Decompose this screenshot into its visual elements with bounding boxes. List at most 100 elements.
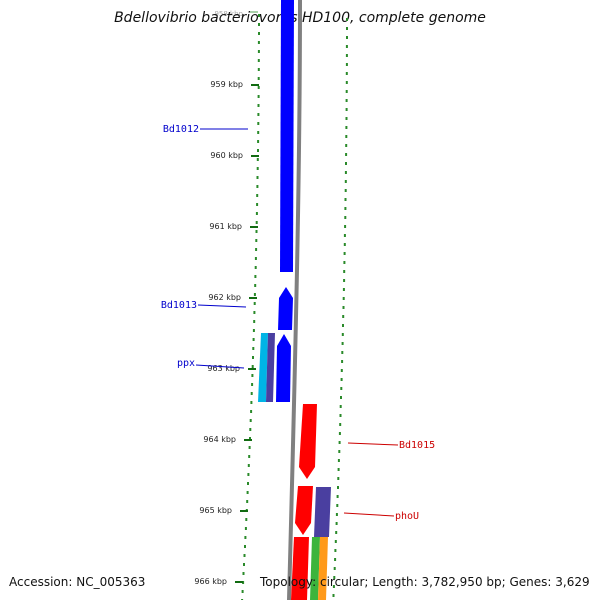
gc-content-dot <box>257 131 260 134</box>
gc-content-dot <box>249 419 252 422</box>
gc-content-dot <box>255 230 258 233</box>
gc-content-dot <box>251 374 254 377</box>
gc-content-dot <box>257 149 259 152</box>
gc-skew-dot <box>343 279 346 282</box>
gc-skew-dot <box>345 99 348 102</box>
gc-content-dot <box>247 482 249 485</box>
gc-content-dot <box>248 446 251 449</box>
gc-content-dot <box>246 491 249 494</box>
phou-leader-line <box>343 512 395 517</box>
gc-skew-dot <box>345 81 348 84</box>
gc-skew-dot <box>345 90 348 93</box>
gc-content-dot <box>241 590 244 593</box>
tick-label-962: 962 kbp <box>208 293 241 302</box>
gc-skew-dot <box>345 162 347 165</box>
gene-bd1015-feature[interactable] <box>299 404 317 479</box>
gene-green-feature[interactable] <box>310 537 320 600</box>
gc-skew-dot <box>341 342 344 345</box>
gc-content-dot <box>244 545 246 548</box>
gc-skew-dot <box>343 261 346 264</box>
gc-skew-dot <box>337 459 340 462</box>
gc-content-dot <box>246 500 249 503</box>
gc-content-dot <box>250 401 253 404</box>
gc-skew-dot <box>335 522 338 525</box>
gc-skew-dot <box>345 72 348 75</box>
gc-content-dot <box>251 365 254 368</box>
tick-label-958: 958 kbp <box>214 10 243 18</box>
gc-content-dot <box>257 77 260 80</box>
gene-label-bd1012[interactable]: Bd1012 <box>163 124 199 135</box>
gene-orange-feature[interactable] <box>318 537 328 600</box>
genome-summary-text: Topology: circular; Length: 3,782,950 bp… <box>260 575 590 589</box>
gene-label-ppx[interactable]: ppx <box>177 358 195 369</box>
tick-label-966: 966 kbp <box>194 577 227 586</box>
gene-red-bottom-feature[interactable] <box>291 537 309 600</box>
tick-label-961: 961 kbp <box>209 222 242 231</box>
gc-content-dot <box>252 338 255 341</box>
gc-skew-dot <box>338 450 341 453</box>
gc-skew-dot <box>345 153 348 156</box>
gc-skew-dot <box>334 558 337 561</box>
gc-content-dot <box>247 473 250 476</box>
gene-label-phou[interactable]: phoU <box>395 511 419 522</box>
gc-content-dot <box>256 158 259 161</box>
gc-skew-dot <box>346 36 348 39</box>
gc-content-dot <box>256 185 259 188</box>
gc-skew-dot <box>339 423 342 426</box>
gc-skew-dot <box>342 288 345 291</box>
gc-content-dot <box>258 32 260 35</box>
gc-skew-dot <box>340 369 343 372</box>
tick-label-963: 963 kbp <box>207 364 240 373</box>
gc-skew-dot <box>342 324 344 327</box>
gc-content-dot <box>244 527 247 530</box>
gc-skew-dot <box>340 378 343 381</box>
gc-content-dot <box>257 104 260 107</box>
gc-skew-dot <box>344 198 347 201</box>
gc-content-dot <box>255 221 258 224</box>
gc-skew-dot <box>335 513 338 516</box>
gc-skew-dot <box>342 306 345 309</box>
gc-skew-dot <box>344 189 347 192</box>
gene-label-bd1013[interactable]: Bd1013 <box>161 300 197 311</box>
gc-skew-dot <box>336 504 339 507</box>
gc-skew-dot <box>345 117 348 120</box>
gc-content-dot <box>254 284 257 287</box>
gc-skew-dot <box>343 270 346 273</box>
gc-content-dot <box>256 194 259 197</box>
gc-skew-dot <box>335 531 338 534</box>
accession-text: Accession: NC_005363 <box>9 575 146 589</box>
ppx-leader-line <box>195 364 245 369</box>
gc-content-dot <box>252 329 255 332</box>
gc-skew-dot <box>336 495 339 498</box>
scale-ticks: 958 kbp 959 kbp 960 kbp 961 kbp 962 kbp … <box>194 10 259 586</box>
gene-phou-feature[interactable] <box>295 486 313 535</box>
gc-skew-dot <box>345 63 348 66</box>
gene-purple-feature[interactable] <box>266 333 275 402</box>
gc-skew-dot <box>344 171 347 174</box>
gc-content-dot <box>255 239 258 242</box>
gc-skew-dot <box>344 216 347 219</box>
gc-content-dot <box>253 302 256 305</box>
gc-skew-dot <box>332 585 335 588</box>
gc-content-dot <box>257 113 260 116</box>
gc-skew-dot <box>340 396 342 399</box>
gc-content-dot <box>256 203 259 206</box>
gene-bd1013-feature[interactable] <box>278 287 293 330</box>
gene-ppx-feature[interactable] <box>276 334 291 402</box>
gc-content-dot <box>242 572 245 575</box>
gc-content-dot <box>244 536 247 539</box>
gc-skew-dot <box>337 477 340 480</box>
gene-bd1012-feature[interactable] <box>280 0 294 272</box>
gc-content-dot <box>253 320 256 323</box>
gc-content-dot <box>254 266 257 269</box>
gene-cyan-feature[interactable] <box>258 333 268 402</box>
gc-skew-dot <box>344 207 347 210</box>
gene-purple-reverse-feature[interactable] <box>314 487 331 537</box>
genome-backbone <box>287 0 302 600</box>
gc-skew-dot <box>346 27 348 30</box>
tick-label-959: 959 kbp <box>210 80 243 89</box>
gc-content-dot <box>257 68 260 71</box>
gc-skew-dot <box>333 576 336 579</box>
gene-label-bd1015[interactable]: Bd1015 <box>399 440 435 451</box>
gc-skew-dot <box>334 549 337 552</box>
